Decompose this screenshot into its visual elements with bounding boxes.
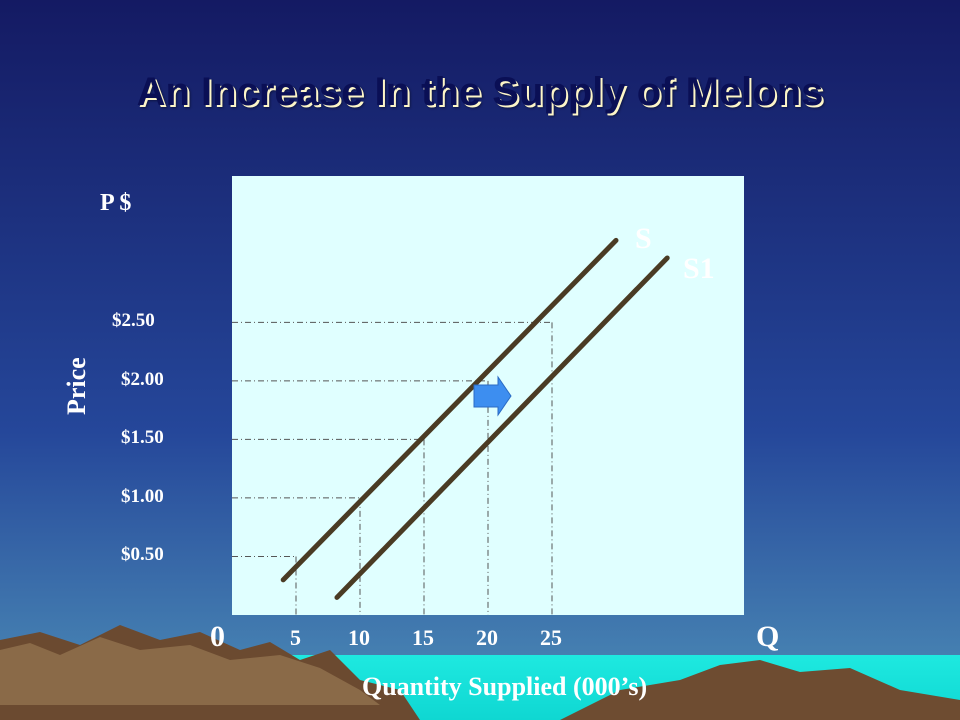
y-tick-label: $0.50 (121, 544, 164, 566)
y-tick-label: $2.00 (121, 368, 164, 390)
series-label-s1: S1 (683, 252, 715, 285)
x-axis-label: Quantity Supplied (000’s) (362, 672, 648, 701)
y-axis-label: Price (62, 357, 91, 415)
series-label-s: S (635, 222, 652, 255)
price-unit-label: P $ (100, 190, 132, 216)
x-tick-label: 10 (348, 625, 370, 650)
origin-label: 0 (210, 620, 225, 653)
x-tick-label: 20 (476, 625, 498, 650)
x-tick-label: 5 (290, 625, 301, 650)
x-tick-label: 25 (540, 625, 562, 650)
mountain-ridge (0, 637, 380, 705)
supply-line-s (280, 237, 619, 583)
mountain-range-right (560, 660, 960, 720)
x-tick-label: 15 (412, 625, 434, 650)
quantity-end-label: Q (756, 620, 780, 653)
supply-line-s1 (334, 255, 670, 600)
y-tick-label: $1.50 (121, 427, 164, 449)
slide-title: An Increase In the Supply of Melons (136, 70, 824, 114)
y-tick-label: $2.50 (112, 310, 155, 332)
shift-arrow-icon (473, 375, 512, 417)
y-tick-label: $1.00 (121, 485, 164, 507)
